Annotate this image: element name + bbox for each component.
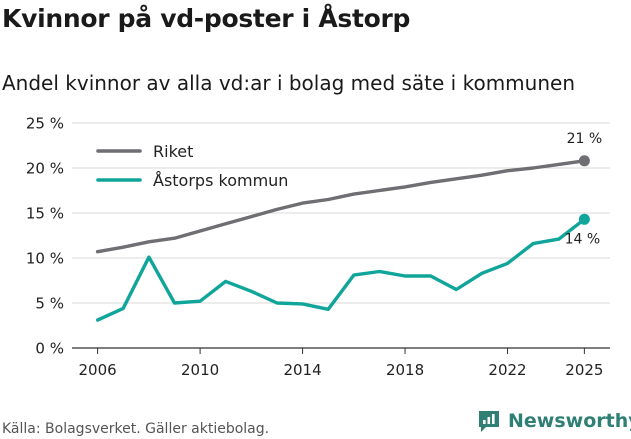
x-tick-label: 2010 [181, 361, 219, 379]
x-tick-label: 2014 [283, 361, 321, 379]
y-tick-label: 25 % [26, 115, 64, 133]
legend-label: Riket [153, 142, 193, 161]
brand-name: Newsworthy [508, 410, 631, 432]
series-line-astorp [95, 217, 587, 322]
series-line-riket [95, 159, 587, 254]
y-tick-label: 5 % [35, 295, 64, 313]
grid-lines [72, 122, 610, 349]
x-tick-label: 2022 [488, 361, 526, 379]
series-end-label: 14 % [565, 231, 601, 247]
y-axis-labels: 0 % 5 % 10 % 15 % 20 % 25 % [26, 115, 64, 358]
newsworthy-logo: Newsworthy [476, 408, 631, 434]
legend-label: Åstorps kommun [153, 171, 288, 190]
source-note: Källa: Bolagsverket. Gäller aktiebolag. [2, 421, 270, 437]
line-chart: 0 %5 %10 %15 %20 %25 % 2006 2010 2014 2018 2… [26, 115, 610, 379]
chart-title: Kvinnor på vd-poster i Åstorp [2, 4, 411, 33]
chart-subtitle: Andel kvinnor av alla vd:ar i bolag med … [2, 71, 575, 95]
y-tick-label: 20 % [26, 160, 64, 178]
series-end-label: 21 % [567, 131, 603, 147]
x-tick-label: 2018 [386, 361, 424, 379]
y-tick-label: 15 % [26, 205, 64, 223]
series-end-point [578, 213, 590, 225]
y-tick-label: 10 % [26, 250, 64, 268]
y-tick-label: 0 % [35, 340, 64, 358]
newsworthy-logo-icon [479, 411, 499, 432]
x-axis: 2006 2010 2014 2018 2022 2025 [79, 348, 603, 379]
x-tick-label: 2006 [79, 361, 117, 379]
series-layer: 21 % 14 % [95, 131, 603, 322]
legend: Riket Åstorps kommun [96, 142, 288, 190]
series-end-point [578, 155, 590, 167]
x-tick-label: 2025 [565, 361, 603, 379]
